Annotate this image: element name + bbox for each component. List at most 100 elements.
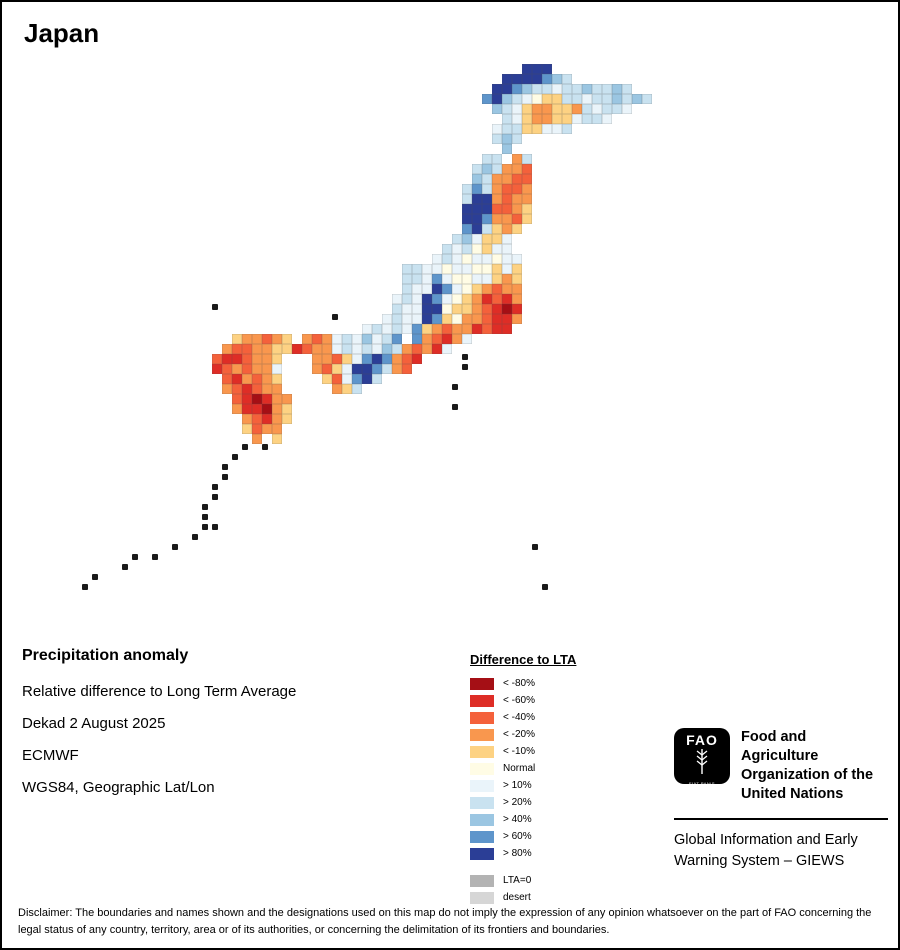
map-cell [532,74,542,84]
legend-swatch [470,874,494,887]
map-cell [312,344,322,354]
legend-swatch [470,762,494,775]
map-cell [272,344,282,354]
map-cell [412,294,422,304]
map-cell [482,234,492,244]
map-cell [382,334,392,344]
legend-gap [470,862,576,872]
fao-logo-text: FAO [686,732,718,748]
map-cell [322,344,332,354]
legend-label: > 80% [503,848,532,859]
map-cell [472,194,482,204]
map-cell [272,424,282,434]
map-cell [402,324,412,334]
map-cell [252,404,262,414]
map-cell [242,344,252,354]
map-cell [582,84,592,94]
map-cell [452,254,462,264]
map-cell [332,364,342,374]
map-cell [362,334,372,344]
map-cell [242,394,252,404]
map-cell [512,94,522,104]
legend-swatch [470,694,494,707]
map-cell [592,84,602,94]
map-cell [502,214,512,224]
legend-item: < -80% [470,675,576,692]
map-cell [492,254,502,264]
map-cell [462,284,472,294]
map-cell [352,364,362,374]
map-cell [562,104,572,114]
map-cell [242,334,252,344]
map-cell [472,204,482,214]
map-cell [472,224,482,234]
info-subtitle: Relative difference to Long Term Average [22,683,297,700]
map-cell [552,84,562,94]
map-cell [462,184,472,194]
map-cell [512,124,522,134]
map-cell [482,324,492,334]
map-cell [242,414,252,424]
map-cell [442,334,452,344]
map-cell [482,304,492,314]
map-cell [482,194,492,204]
map-cell [512,184,522,194]
map-cell [492,124,502,134]
map-cell [602,104,612,114]
legend-item: < -20% [470,726,576,743]
map-cell [512,304,522,314]
map-cell [342,384,352,394]
map-cell [442,304,452,314]
map-cell [342,344,352,354]
map-cell [422,304,432,314]
island-speck [542,584,548,590]
map-cell [212,364,222,374]
fao-header: FAO FIAT PANIS Food and Agriculture Orga… [674,728,888,805]
map-cell [382,344,392,354]
map-cell [462,314,472,324]
map-cell [542,94,552,104]
map-cell [632,94,642,104]
legend-label: < -20% [503,729,535,740]
map-cell [592,104,602,114]
map-cell [492,274,502,284]
map-cell [442,254,452,264]
map-cell [572,84,582,94]
map-cell [382,364,392,374]
map-cell [252,344,262,354]
map-cell [282,404,292,414]
map-cell [462,234,472,244]
legend-swatch [470,830,494,843]
map-cell [472,314,482,324]
map-cell [262,344,272,354]
map-cell [432,284,442,294]
map-cell [362,374,372,384]
map-cell [522,84,532,94]
map-cell [542,74,552,84]
map-cell [492,194,502,204]
map-cell [522,124,532,134]
map-cell [322,354,332,364]
legend-label: < -60% [503,695,535,706]
map-cell [482,154,492,164]
map-cell [532,64,542,74]
legend-item: > 20% [470,794,576,811]
map-cell [512,164,522,174]
map-cell [392,354,402,364]
map-cell [492,174,502,184]
map-cell [442,264,452,274]
map-cell [452,294,462,304]
map-cell [402,284,412,294]
map-cell [522,174,532,184]
map-cell [512,174,522,184]
map-cell [402,264,412,274]
map-cell [602,84,612,94]
map-cell [512,114,522,124]
map-cell [262,334,272,344]
legend-swatch [470,796,494,809]
map-cell [432,334,442,344]
map-cell [252,394,262,404]
map-cell [302,334,312,344]
map-cell [492,324,502,334]
map-cell [502,184,512,194]
